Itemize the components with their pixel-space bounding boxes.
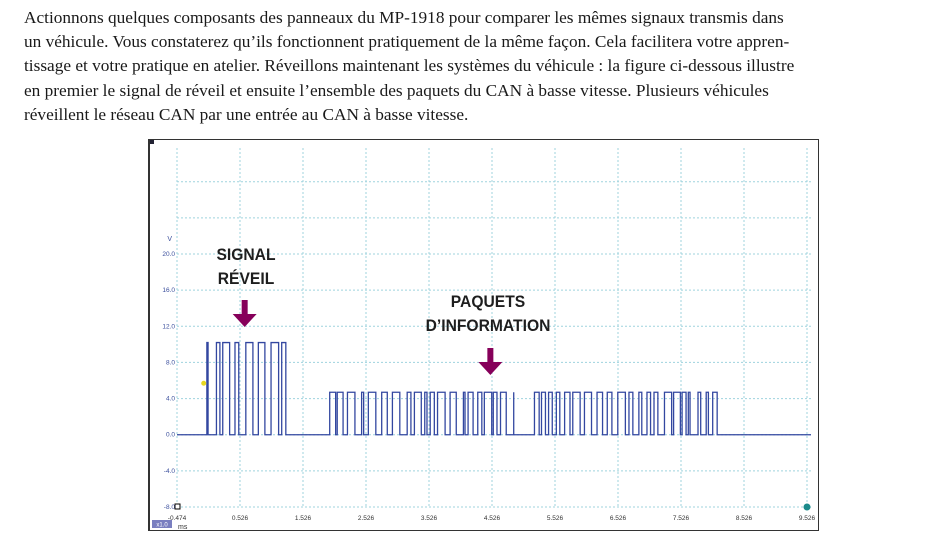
cursor-marker: [803, 503, 811, 511]
zoom-badge-label: x1.0: [156, 523, 168, 529]
annotation-line: SIGNAL: [216, 245, 276, 264]
y-tick-label: -8.0: [164, 504, 176, 511]
y-tick-label: 12.0: [162, 323, 175, 330]
x-tick-label: 3.526: [421, 515, 438, 522]
trigger-marker: [201, 380, 207, 386]
x-tick-label: -0.474: [168, 515, 187, 522]
annotation-line: PAQUETS: [450, 292, 526, 311]
y-tick-label: 16.0: [162, 287, 175, 294]
paragraph-line: en premier le signal de réveil et ensuit…: [24, 80, 769, 100]
y-tick-label: 20.0: [162, 251, 175, 258]
y-axis-unit: V: [167, 236, 172, 243]
body-paragraph: Actionnons quelques composants des panne…: [24, 6, 929, 127]
oscilloscope-plot: -0.474 0.526 1.526 2.526 3.526 4.526 5.526 6.52…: [150, 140, 816, 531]
signal-trace: [177, 341, 811, 436]
annotation-signal-reveil: SIGNAL RÉVEIL: [204, 243, 289, 291]
y-tick-label: -4.0: [164, 468, 176, 475]
x-tick-label: 6.526: [610, 515, 627, 522]
annotation-line: D’INFORMATION: [425, 316, 551, 335]
origin-marker: [174, 503, 181, 510]
x-tick-label: 2.526: [358, 515, 375, 522]
paragraph-line: tissage et votre pratique en atelier. Ré…: [24, 56, 795, 76]
y-tick-label: 8.0: [166, 359, 175, 366]
x-tick-label: 8.526: [736, 515, 753, 522]
y-tick-label: 4.0: [166, 396, 175, 403]
x-tick-label: 9.526: [799, 515, 816, 522]
y-tick-label: 0.0: [166, 432, 175, 439]
x-tick-label: 7.526: [673, 515, 690, 522]
x-tick-label: 5.526: [547, 515, 564, 522]
oscilloscope-figure: -0.474 0.526 1.526 2.526 3.526 4.526 5.526 6.52…: [148, 139, 819, 531]
annotation-paquets: PAQUETS D’INFORMATION: [424, 290, 553, 338]
paragraph-line: réveillent le réseau CAN par une entrée …: [24, 104, 469, 124]
arrow-icon: [478, 362, 503, 375]
arrow-icon-shaft: [487, 348, 494, 362]
arrow-icon-shaft: [241, 300, 248, 314]
x-tick-label: 4.526: [484, 515, 501, 522]
zoom-badge: [152, 520, 172, 528]
corner-marker: [150, 140, 154, 144]
paragraph-line: un véhicule. Vous constaterez qu’ils fon…: [24, 32, 790, 52]
x-tick-label: 0.526: [232, 515, 249, 522]
arrow-icon: [232, 314, 257, 327]
x-tick-label: 1.526: [295, 515, 312, 522]
paragraph-line: Actionnons quelques composants des panne…: [24, 8, 784, 27]
x-axis-unit: ms: [178, 524, 188, 531]
annotation-line: RÉVEIL: [217, 269, 275, 288]
